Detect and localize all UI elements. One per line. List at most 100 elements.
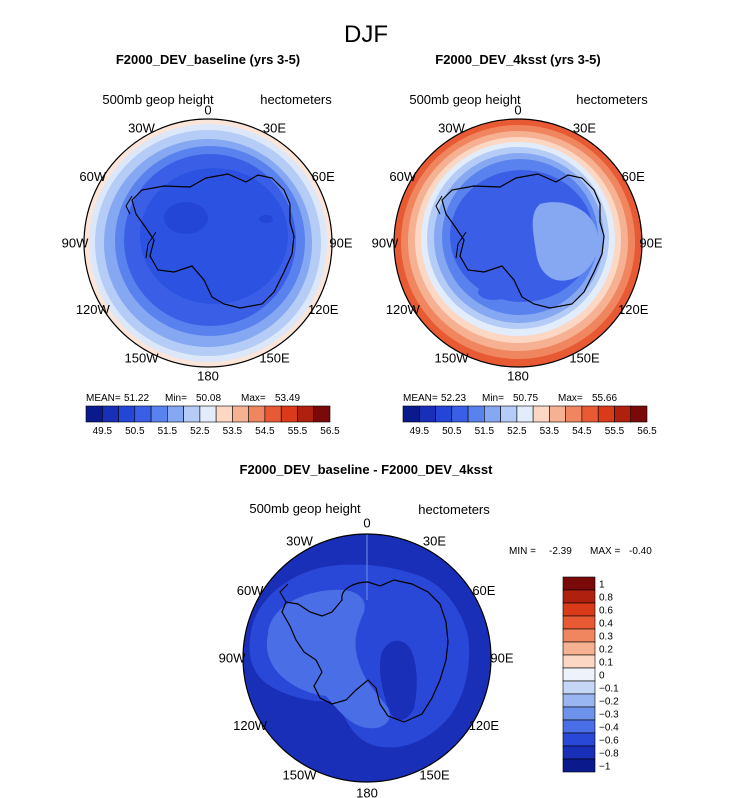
- stat-min-value: 50.08: [196, 393, 221, 404]
- map-title: F2000_DEV_baseline (yrs 3-5): [116, 52, 300, 67]
- colorbar-tick-label: 52.5: [190, 426, 210, 437]
- longitude-label: 30W: [286, 534, 313, 549]
- colorbar-swatch: [102, 405, 119, 423]
- colorbar-tick-label: 0.8: [599, 593, 613, 604]
- colorbar-swatch: [562, 641, 596, 656]
- longitude-label: 60W: [237, 583, 264, 598]
- figure-title: DJF: [344, 21, 388, 48]
- stat-mean-value: 52.23: [441, 393, 466, 404]
- longitude-label: 30W: [128, 120, 155, 135]
- antarctica-coastline: [281, 579, 449, 723]
- field-patch: [532, 202, 599, 281]
- colorbar-tick-label: 0.1: [599, 658, 613, 669]
- colorbar-swatch: [630, 405, 648, 423]
- stat-max-label: Max=: [241, 393, 266, 404]
- colorbar-swatch: [562, 680, 596, 695]
- longitude-label: 150W: [283, 767, 318, 782]
- longitude-label: 60W: [389, 169, 416, 184]
- longitude-label: 0: [363, 516, 370, 531]
- colorbar-swatch: [435, 405, 453, 423]
- colorbar-tick-label: 52.5: [507, 426, 527, 437]
- colorbar-tick-label: 51.5: [475, 426, 495, 437]
- colorbar-swatch: [313, 405, 331, 423]
- longitude-label: 180: [507, 369, 529, 384]
- longitude-labels: 0 30E 60E 90E 120E 150E 180 150W 120W 90W 60W 30W: [219, 516, 514, 798]
- colorbar-tick-label: −0.8: [599, 749, 619, 760]
- colorbar-tick-label: −0.4: [599, 723, 619, 734]
- longitude-label: 0: [204, 103, 211, 118]
- longitude-label: 90E: [329, 236, 352, 251]
- colorbar-swatch: [215, 405, 233, 423]
- stat-min-label: MIN =: [509, 546, 536, 557]
- colorbar-tick-label: 56.5: [637, 426, 657, 437]
- colorbar-swatch: [134, 405, 152, 423]
- colorbar-swatch: [418, 405, 436, 423]
- colorbar-tick-label: 0.3: [599, 632, 613, 643]
- map-4ksst: F2000_DEV_4ksst (yrs 3-5) 500mb geop hei…: [372, 52, 663, 437]
- units-label: hectometers: [576, 92, 648, 107]
- colorbar-tick-label: 0.2: [599, 645, 613, 656]
- colorbar-tick-label: −1: [599, 762, 611, 773]
- map-field: [394, 119, 642, 367]
- longitude-label: 150E: [569, 351, 600, 366]
- colorbar-tick-label: 51.5: [158, 426, 178, 437]
- colorbar-swatch: [451, 405, 469, 423]
- map-boundary: [242, 533, 492, 783]
- field-patch: [164, 202, 208, 234]
- field-label: 500mb geop height: [409, 92, 521, 107]
- colorbar-swatch: [85, 405, 103, 423]
- longitude-label: 0: [514, 103, 521, 118]
- colorbar-tick-label: −0.6: [599, 736, 619, 747]
- coastline-fragment: [84, 193, 91, 207]
- colorbar-tick-label: 1: [599, 580, 605, 591]
- colorbar-tick-label: 55.5: [288, 426, 308, 437]
- colorbar-tick-label: 56.5: [320, 426, 340, 437]
- longitude-label: 150W: [125, 351, 160, 366]
- colorbar-swatch: [167, 405, 184, 423]
- coastline-fragment: [125, 195, 133, 215]
- longitude-label: 120E: [618, 302, 649, 317]
- stat-max-value: 53.49: [275, 393, 300, 404]
- longitude-label: 120E: [308, 302, 339, 317]
- longitude-label: 60E: [312, 169, 335, 184]
- colorbar-swatch: [597, 405, 615, 423]
- colorbar-swatch: [562, 667, 596, 682]
- colorbar-swatch: [562, 576, 596, 591]
- longitude-label: 60E: [622, 169, 645, 184]
- peninsula-coast: [455, 231, 467, 259]
- longitude-label: 120W: [386, 302, 421, 317]
- longitude-label: 180: [197, 369, 219, 384]
- longitude-label: 30E: [423, 534, 446, 549]
- stat-min-value: -2.39: [549, 546, 572, 557]
- longitude-label: 30E: [573, 120, 596, 135]
- colorbar-swatch: [562, 732, 596, 747]
- stat-max-label: MAX =: [590, 546, 620, 557]
- map-boundary: [83, 118, 333, 368]
- colorbar-swatch: [565, 405, 583, 423]
- field-band: [140, 168, 288, 304]
- colorbar-tick-label: 0.4: [599, 619, 613, 630]
- peninsula-coast: [145, 231, 157, 259]
- map-title: F2000_DEV_baseline - F2000_DEV_4ksst: [240, 462, 494, 477]
- colorbar-swatch: [150, 405, 168, 423]
- colorbar-swatch: [183, 405, 201, 423]
- units-label: hectometers: [260, 92, 332, 107]
- colorbar-swatch: [500, 405, 518, 423]
- colorbar-tick-label: 54.5: [255, 426, 275, 437]
- map-difference: F2000_DEV_baseline - F2000_DEV_4ksst 500…: [219, 462, 653, 798]
- colorbar-tick-label: −0.1: [599, 684, 619, 695]
- colorbar-swatch: [280, 405, 298, 423]
- stat-mean-label: MEAN=: [403, 393, 438, 404]
- coastline-fragment: [435, 195, 443, 215]
- longitude-label: 90E: [490, 651, 513, 666]
- stat-min-label: Min=: [165, 393, 187, 404]
- colorbar-swatch: [297, 405, 315, 423]
- map-field: [243, 534, 491, 782]
- colorbar-swatch: [118, 405, 136, 423]
- longitude-label: 30W: [438, 120, 465, 135]
- colorbar-tick-label: 49.5: [410, 426, 430, 437]
- longitude-label: 90W: [372, 236, 399, 251]
- colorbar-swatch: [614, 405, 632, 423]
- longitude-label: 90E: [639, 236, 662, 251]
- colorbar-tick-label: 0.6: [599, 606, 613, 617]
